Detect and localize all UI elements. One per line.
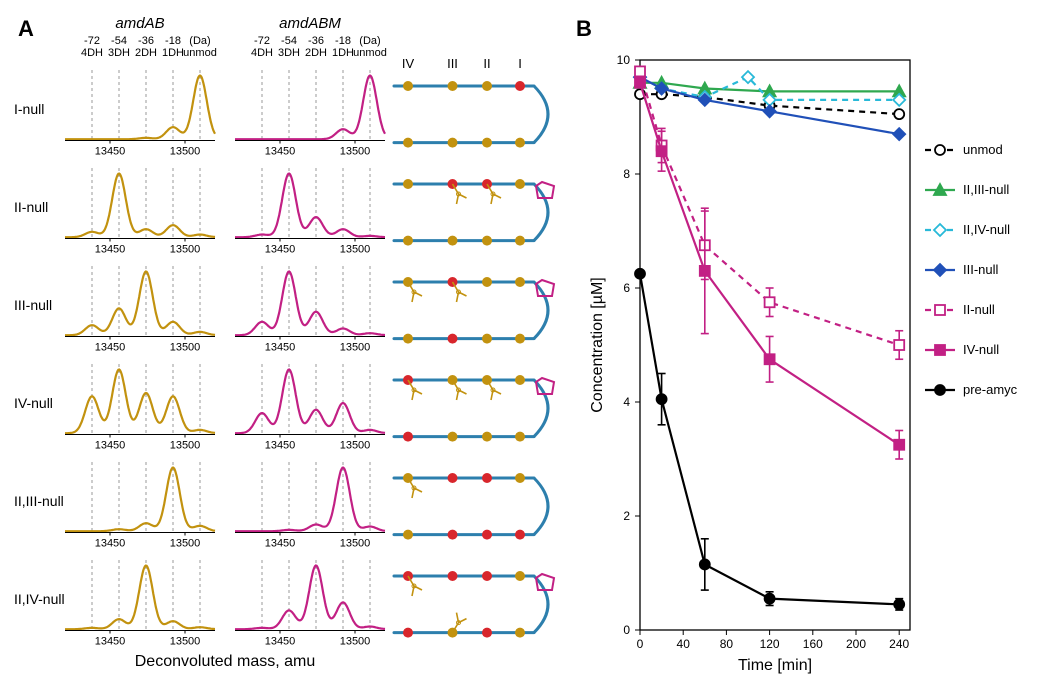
svg-text:13450: 13450	[95, 244, 126, 256]
svg-text:13500: 13500	[340, 244, 371, 256]
svg-text:4DH: 4DH	[81, 47, 103, 59]
svg-text:-54: -54	[281, 35, 297, 47]
svg-text:4: 4	[623, 395, 630, 409]
svg-text:13450: 13450	[95, 146, 126, 158]
svg-text:(Da): (Da)	[359, 35, 380, 47]
svg-text:(Da): (Da)	[189, 35, 210, 47]
svg-text:III: III	[447, 56, 458, 71]
svg-text:6: 6	[623, 281, 630, 295]
svg-text:13500: 13500	[170, 538, 201, 550]
yaxis-label-b: Concentration [µM]	[589, 277, 606, 413]
col-header-amdab: amdAB	[115, 15, 164, 32]
svg-text:unmod: unmod	[353, 47, 387, 59]
svg-text:13500: 13500	[340, 440, 371, 452]
series-pre	[640, 274, 899, 605]
legend-II_III: II,III-null	[963, 182, 1009, 197]
svg-text:13450: 13450	[95, 636, 126, 648]
svg-text:2DH: 2DH	[135, 47, 157, 59]
svg-text:13450: 13450	[95, 538, 126, 550]
svg-text:-18: -18	[335, 35, 351, 47]
svg-text:40: 40	[677, 637, 691, 651]
legend-II: II-null	[963, 302, 995, 317]
legend-III: III-null	[963, 262, 999, 277]
row-label: IV-null	[14, 395, 53, 411]
svg-text:13500: 13500	[340, 636, 371, 648]
svg-text:13450: 13450	[265, 244, 296, 256]
svg-text:160: 160	[803, 637, 823, 651]
svg-text:240: 240	[889, 637, 909, 651]
svg-text:1DH: 1DH	[332, 47, 354, 59]
svg-text:120: 120	[760, 637, 780, 651]
svg-text:13450: 13450	[265, 440, 296, 452]
svg-text:8: 8	[623, 167, 630, 181]
row-label: II,III-null	[14, 493, 64, 509]
legend-II_IV: II,IV-null	[963, 222, 1010, 237]
svg-text:80: 80	[720, 637, 734, 651]
svg-text:200: 200	[846, 637, 866, 651]
panel-b-letter: B	[576, 16, 592, 41]
row-label: II,IV-null	[14, 591, 65, 607]
svg-text:13500: 13500	[170, 146, 201, 158]
svg-text:13450: 13450	[265, 342, 296, 354]
svg-text:13500: 13500	[170, 440, 201, 452]
svg-text:13500: 13500	[170, 636, 201, 648]
svg-text:1DH: 1DH	[162, 47, 184, 59]
series-IV	[640, 83, 899, 445]
svg-text:13500: 13500	[170, 342, 201, 354]
svg-text:4DH: 4DH	[251, 47, 273, 59]
svg-text:unmod: unmod	[183, 47, 217, 59]
svg-text:13450: 13450	[265, 636, 296, 648]
svg-text:I: I	[518, 56, 522, 71]
svg-text:-36: -36	[138, 35, 154, 47]
svg-text:-72: -72	[254, 35, 270, 47]
svg-text:13500: 13500	[340, 342, 371, 354]
svg-text:-72: -72	[84, 35, 100, 47]
svg-text:13500: 13500	[340, 146, 371, 158]
panel-a-letter: A	[18, 16, 34, 41]
svg-text:II: II	[483, 56, 490, 71]
svg-text:2DH: 2DH	[305, 47, 327, 59]
svg-text:0: 0	[623, 623, 630, 637]
row-label: II-null	[14, 199, 48, 215]
row-label: I-null	[14, 101, 44, 117]
svg-text:3DH: 3DH	[278, 47, 300, 59]
svg-text:13450: 13450	[265, 146, 296, 158]
xaxis-label-b: Time [min]	[738, 657, 812, 674]
svg-text:13500: 13500	[170, 244, 201, 256]
svg-text:13450: 13450	[265, 538, 296, 550]
svg-text:-18: -18	[165, 35, 181, 47]
svg-text:13450: 13450	[95, 342, 126, 354]
svg-text:10: 10	[617, 53, 631, 67]
svg-text:13450: 13450	[95, 440, 126, 452]
legend-IV: IV-null	[963, 342, 999, 357]
svg-text:-36: -36	[308, 35, 324, 47]
svg-text:IV: IV	[402, 56, 415, 71]
svg-text:2: 2	[623, 509, 630, 523]
col-header-amdabm: amdABM	[279, 15, 341, 32]
panel-b-frame	[640, 60, 910, 630]
legend-unmod: unmod	[963, 142, 1003, 157]
svg-text:-54: -54	[111, 35, 127, 47]
row-label: III-null	[14, 297, 52, 313]
legend-pre: pre-amyc	[963, 382, 1018, 397]
xaxis-label-a: Deconvoluted mass, amu	[135, 653, 316, 670]
svg-text:0: 0	[637, 637, 644, 651]
svg-text:3DH: 3DH	[108, 47, 130, 59]
svg-text:13500: 13500	[340, 538, 371, 550]
